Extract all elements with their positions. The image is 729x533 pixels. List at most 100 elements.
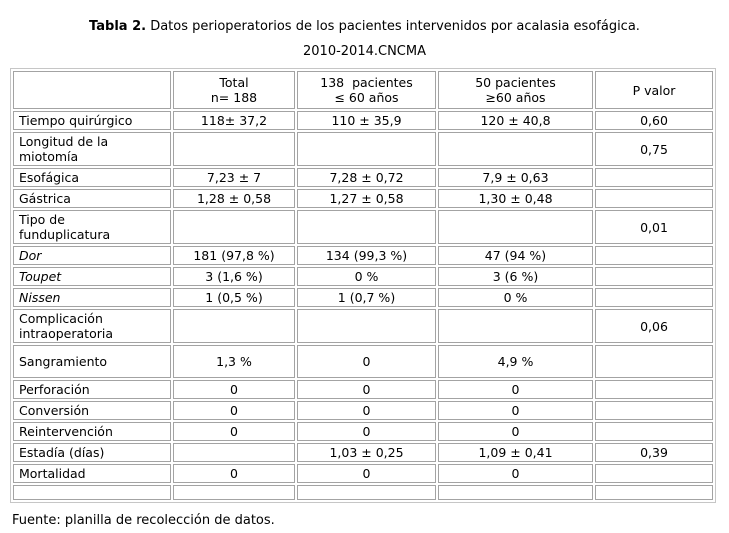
row-sangramiento: Sangramiento 1,3 % 0 4,9 % bbox=[13, 345, 713, 378]
value-cell: 0 bbox=[297, 464, 436, 483]
row-label: Toupet bbox=[13, 267, 171, 286]
pvalue-cell bbox=[595, 380, 713, 399]
pvalue-cell: 0,39 bbox=[595, 443, 713, 462]
value-cell: 1,09 ± 0,41 bbox=[438, 443, 593, 462]
row-label: Complicación intraoperatoria bbox=[13, 309, 171, 343]
pvalue-cell bbox=[595, 345, 713, 378]
value-cell: 0 bbox=[297, 401, 436, 420]
row-dor: Dor 181 (97,8 %) 134 (99,3 %) 47 (94 %) bbox=[13, 246, 713, 265]
value-cell bbox=[173, 309, 295, 343]
value-cell: 0 bbox=[297, 345, 436, 378]
row-conversion: Conversión 0 0 0 bbox=[13, 401, 713, 420]
value-cell: 0 % bbox=[438, 288, 593, 307]
header-cell-pvalue: P valor bbox=[595, 71, 713, 109]
value-cell: 0 bbox=[173, 380, 295, 399]
row-label: Conversión bbox=[13, 401, 171, 420]
value-cell: 47 (94 %) bbox=[438, 246, 593, 265]
value-cell: 1 (0,7 %) bbox=[297, 288, 436, 307]
row-label: Estadía (días) bbox=[13, 443, 171, 462]
row-label: Nissen bbox=[13, 288, 171, 307]
value-cell: 0 % bbox=[297, 267, 436, 286]
value-cell: 120 ± 40,8 bbox=[438, 111, 593, 130]
value-cell bbox=[173, 132, 295, 166]
value-cell: 0 bbox=[438, 464, 593, 483]
row-complicacion-intraoperatoria: Complicación intraoperatoria 0,06 bbox=[13, 309, 713, 343]
table-caption-text: Datos perioperatorios de los pacientes i… bbox=[146, 19, 640, 34]
table-caption: Tabla 2. Datos perioperatorios de los pa… bbox=[0, 0, 729, 34]
value-cell bbox=[438, 132, 593, 166]
value-cell: 0 bbox=[173, 464, 295, 483]
pvalue-cell bbox=[595, 168, 713, 187]
header-cell-total: Total n= 188 bbox=[173, 71, 295, 109]
value-cell: 181 (97,8 %) bbox=[173, 246, 295, 265]
pvalue-cell bbox=[595, 246, 713, 265]
value-cell: 110 ± 35,9 bbox=[297, 111, 436, 130]
row-tipo-funduplicatura: Tipo de funduplicatura 0,01 bbox=[13, 210, 713, 244]
pvalue-cell bbox=[595, 189, 713, 208]
value-cell: 7,23 ± 7 bbox=[173, 168, 295, 187]
header-cell-empty bbox=[13, 71, 171, 109]
value-cell: 3 (6 %) bbox=[438, 267, 593, 286]
row-nissen: Nissen 1 (0,5 %) 1 (0,7 %) 0 % bbox=[13, 288, 713, 307]
value-cell: 1,27 ± 0,58 bbox=[297, 189, 436, 208]
pvalue-cell bbox=[595, 422, 713, 441]
row-label: Longitud de la miotomía bbox=[13, 132, 171, 166]
value-cell: 118± 37,2 bbox=[173, 111, 295, 130]
value-cell bbox=[173, 443, 295, 462]
value-cell: 1,28 ± 0,58 bbox=[173, 189, 295, 208]
value-cell: 0 bbox=[173, 422, 295, 441]
row-label: Tiempo quirúrgico bbox=[13, 111, 171, 130]
pvalue-cell bbox=[595, 401, 713, 420]
table-caption-number: Tabla 2. bbox=[89, 19, 147, 34]
row-label: Gástrica bbox=[13, 189, 171, 208]
value-cell bbox=[438, 210, 593, 244]
row-label: Reintervención bbox=[13, 422, 171, 441]
value-cell: 7,9 ± 0,63 bbox=[438, 168, 593, 187]
value-cell: 0 bbox=[173, 401, 295, 420]
value-cell bbox=[173, 210, 295, 244]
value-cell: 1,3 % bbox=[173, 345, 295, 378]
row-label: Perforación bbox=[13, 380, 171, 399]
value-cell: 0 bbox=[438, 401, 593, 420]
row-tiempo-quirurgico: Tiempo quirúrgico 118± 37,2 110 ± 35,9 1… bbox=[13, 111, 713, 130]
value-cell bbox=[297, 485, 436, 500]
row-estadia: Estadía (días) 1,03 ± 0,25 1,09 ± 0,41 0… bbox=[13, 443, 713, 462]
row-label: Esofágica bbox=[13, 168, 171, 187]
value-cell: 3 (1,6 %) bbox=[173, 267, 295, 286]
value-cell: 0 bbox=[297, 380, 436, 399]
row-empty bbox=[13, 485, 713, 500]
row-label bbox=[13, 485, 171, 500]
header-row: Total n= 188 138 pacientes ≤ 60 años 50 … bbox=[13, 71, 713, 109]
row-label: Sangramiento bbox=[13, 345, 171, 378]
data-table: Total n= 188 138 pacientes ≤ 60 años 50 … bbox=[10, 68, 716, 503]
table-subtitle: 2010-2014.CNCMA bbox=[303, 44, 426, 59]
value-cell: 0 bbox=[297, 422, 436, 441]
value-cell: 4,9 % bbox=[438, 345, 593, 378]
row-label: Tipo de funduplicatura bbox=[13, 210, 171, 244]
row-perforacion: Perforación 0 0 0 bbox=[13, 380, 713, 399]
row-esofagica: Esofágica 7,23 ± 7 7,28 ± 0,72 7,9 ± 0,6… bbox=[13, 168, 713, 187]
pvalue-cell: 0,01 bbox=[595, 210, 713, 244]
value-cell: 0 bbox=[438, 380, 593, 399]
row-reintervencion: Reintervención 0 0 0 bbox=[13, 422, 713, 441]
pvalue-cell: 0,60 bbox=[595, 111, 713, 130]
pvalue-cell bbox=[595, 485, 713, 500]
source-note: Fuente: planilla de recolección de datos… bbox=[12, 513, 275, 528]
value-cell: 7,28 ± 0,72 bbox=[297, 168, 436, 187]
header-cell-le60: 138 pacientes ≤ 60 años bbox=[297, 71, 436, 109]
value-cell: 1,30 ± 0,48 bbox=[438, 189, 593, 208]
value-cell bbox=[173, 485, 295, 500]
row-label: Dor bbox=[13, 246, 171, 265]
value-cell: 0 bbox=[438, 422, 593, 441]
row-toupet: Toupet 3 (1,6 %) 0 % 3 (6 %) bbox=[13, 267, 713, 286]
pvalue-cell bbox=[595, 267, 713, 286]
row-gastrica: Gástrica 1,28 ± 0,58 1,27 ± 0,58 1,30 ± … bbox=[13, 189, 713, 208]
value-cell bbox=[438, 485, 593, 500]
pvalue-cell: 0,75 bbox=[595, 132, 713, 166]
row-mortalidad: Mortalidad 0 0 0 bbox=[13, 464, 713, 483]
pvalue-cell: 0,06 bbox=[595, 309, 713, 343]
row-longitud-miotomia: Longitud de la miotomía 0,75 bbox=[13, 132, 713, 166]
value-cell bbox=[438, 309, 593, 343]
header-cell-ge60: 50 pacientes ≥60 años bbox=[438, 71, 593, 109]
